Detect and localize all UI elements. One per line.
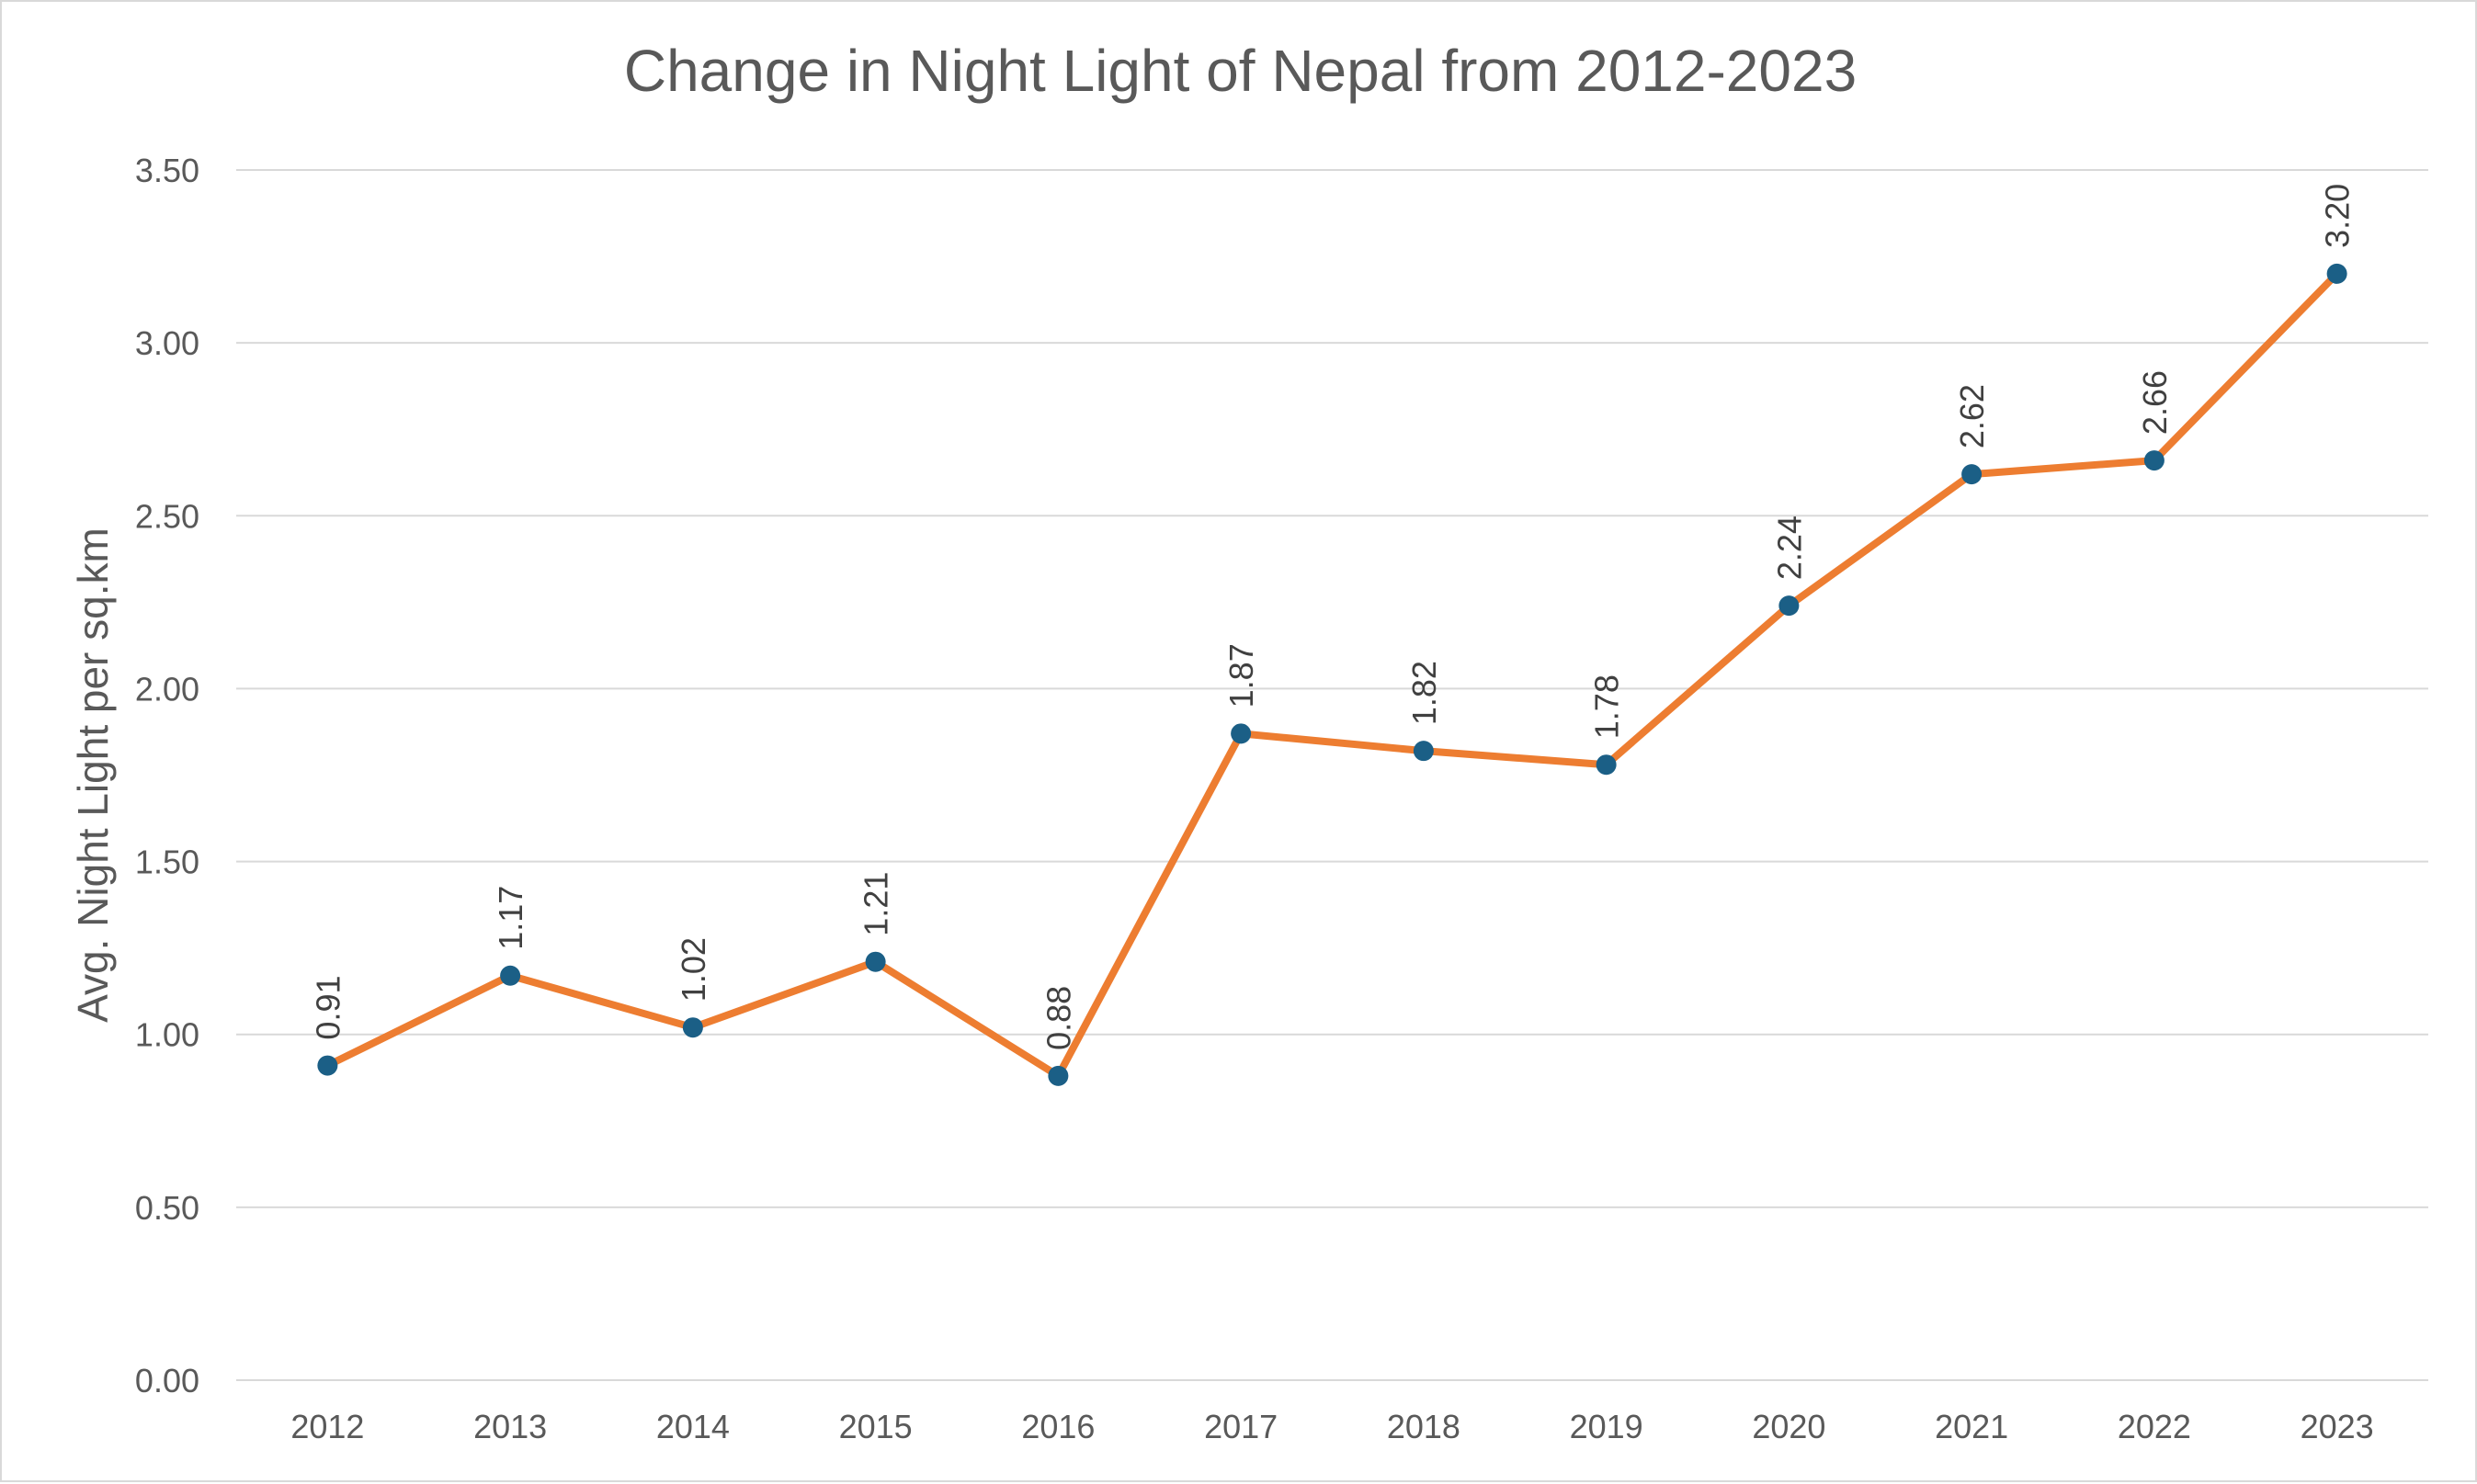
x-tick-label: 2017 xyxy=(1204,1408,1278,1445)
x-tick-label: 2014 xyxy=(656,1408,730,1445)
gridlines xyxy=(236,169,2428,1381)
data-label: 2.62 xyxy=(1953,384,1991,448)
data-point xyxy=(1596,754,1617,776)
data-label: 0.91 xyxy=(309,976,347,1040)
data-label: 1.21 xyxy=(858,872,895,936)
x-tick-label: 2016 xyxy=(1021,1408,1095,1445)
y-axis-tick-labels: 0.00 0.50 1.00 1.50 2.00 2.50 3.00 3.50 xyxy=(135,152,199,1399)
y-tick-label: 3.50 xyxy=(135,152,199,189)
x-tick-label: 2013 xyxy=(473,1408,547,1445)
data-label: 1.82 xyxy=(1405,661,1443,725)
y-tick-label: 2.50 xyxy=(135,497,199,535)
y-tick-label: 1.00 xyxy=(135,1016,199,1054)
y-tick-label: 1.50 xyxy=(135,844,199,881)
data-point xyxy=(1961,464,1983,485)
data-point xyxy=(1413,741,1434,762)
data-label: 2.24 xyxy=(1770,515,1808,580)
series-night-light xyxy=(324,269,2341,1080)
data-point xyxy=(317,1055,338,1076)
y-tick-label: 2.00 xyxy=(135,670,199,708)
data-label: 1.78 xyxy=(1588,674,1626,739)
data-point xyxy=(2143,450,2165,471)
y-tick-label: 0.50 xyxy=(135,1189,199,1227)
data-label: 2.66 xyxy=(2136,370,2174,435)
data-point xyxy=(1778,595,1800,617)
data-point xyxy=(682,1017,703,1038)
data-label: 1.02 xyxy=(675,937,712,1002)
data-point xyxy=(865,951,886,972)
y-tick-label: 0.00 xyxy=(135,1362,199,1399)
data-point xyxy=(500,965,521,986)
y-tick-label: 3.00 xyxy=(135,324,199,362)
y-axis-title: Avg. Night Light per sq.km xyxy=(69,527,117,1023)
data-label: 1.87 xyxy=(1222,643,1260,708)
data-point xyxy=(2326,263,2347,284)
data-point xyxy=(1231,723,1252,744)
data-labels: 0.91 1.17 1.02 1.21 0.88 1.87 1.82 1.78 2.24 2.62… xyxy=(309,184,2356,1050)
x-tick-label: 2023 xyxy=(2301,1408,2374,1445)
chart-title: Change in Night Light of Nepal from 2012… xyxy=(623,38,1858,104)
x-tick-label: 2020 xyxy=(1752,1408,1825,1445)
data-label: 3.20 xyxy=(2319,184,2357,248)
x-tick-label: 2012 xyxy=(290,1408,364,1445)
series-markers xyxy=(317,263,2347,1086)
data-label: 1.17 xyxy=(492,886,529,950)
data-label: 0.88 xyxy=(1040,986,1077,1050)
x-tick-label: 2019 xyxy=(1570,1408,1643,1445)
x-tick-label: 2015 xyxy=(839,1408,913,1445)
x-tick-label: 2018 xyxy=(1387,1408,1460,1445)
x-axis-tick-labels: 2012 2013 2014 2015 2016 2017 2018 2019 2020 2021… xyxy=(290,1408,2373,1445)
data-point xyxy=(1048,1065,1069,1086)
x-tick-label: 2021 xyxy=(1935,1408,2008,1445)
series-line xyxy=(324,269,2341,1080)
x-tick-label: 2022 xyxy=(2118,1408,2191,1445)
